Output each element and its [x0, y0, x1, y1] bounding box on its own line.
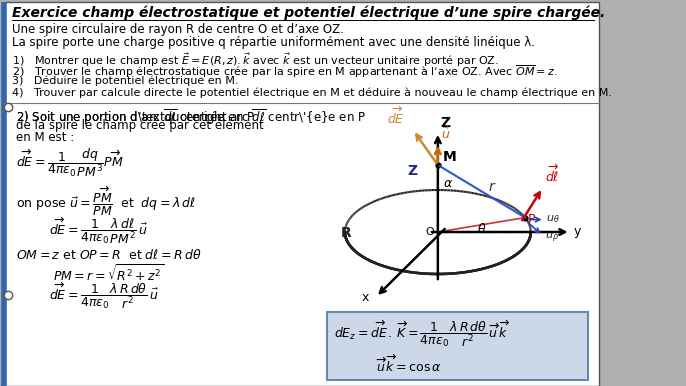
Text: $\vec{u}$: $\vec{u}$	[441, 127, 451, 142]
Text: en M est :: en M est :	[16, 131, 74, 144]
Text: on pose $\vec{u} = \dfrac{\overrightarrow{PM}}{PM}$  et  $dq = \lambda\, d\ell$: on pose $\vec{u} = \dfrac{\overrightarro…	[16, 185, 196, 218]
FancyBboxPatch shape	[3, 2, 599, 386]
Text: 2) Soit une portion d’arc $\overline{d\ell}$ centrée en P: 2) Soit une portion d’arc $\overline{d\e…	[16, 107, 255, 127]
Text: 4)   Trouver par calcule directe le potentiel électrique en M et déduire à nouve: 4) Trouver par calcule directe le potent…	[12, 87, 613, 98]
Text: $\overrightarrow{dE} = \dfrac{1}{4\pi\varepsilon_0} \dfrac{\lambda\, R\, d\theta: $\overrightarrow{dE} = \dfrac{1}{4\pi\va…	[49, 280, 158, 311]
Text: 2) Soit une portion d\textquoteright arc $\overline{d\ell}$ centr\'{e}e en P: 2) Soit une portion d\textquoteright arc…	[16, 107, 366, 127]
Text: y: y	[573, 225, 580, 239]
Text: $\alpha$: $\alpha$	[443, 177, 453, 190]
Text: $\theta$: $\theta$	[477, 222, 486, 236]
Text: $\overrightarrow{d\ell}$: $\overrightarrow{d\ell}$	[545, 164, 559, 185]
Text: 2)   Trouver le champ électrostatique crée par la spire en M appartenant à l’axe: 2) Trouver le champ électrostatique crée…	[12, 63, 558, 80]
Text: $dE_z = \overrightarrow{dE}\,.\,\overrightarrow{K} = \dfrac{1}{4\pi\varepsilon_0: $dE_z = \overrightarrow{dE}\,.\,\overrig…	[334, 318, 510, 349]
Text: $u_\rho$: $u_\rho$	[545, 231, 558, 245]
Text: Z: Z	[407, 164, 417, 178]
Text: $u_\theta$: $u_\theta$	[546, 214, 560, 225]
Text: 1)   Montrer que le champ est $\vec{E} = E(R,z).\vec{k}$ avec $\vec{k}$ est un v: 1) Montrer que le champ est $\vec{E} = E…	[12, 51, 499, 69]
Text: R: R	[340, 226, 351, 240]
Text: P: P	[528, 213, 535, 225]
Text: x: x	[362, 291, 369, 304]
Text: de la spire le champ crée par cet élément: de la spire le champ crée par cet élémen…	[16, 119, 263, 132]
Text: r: r	[488, 180, 495, 194]
Text: M: M	[443, 150, 457, 164]
Text: $OM = z$ et $OP = R$  et $d\ell = R\, d\theta$: $OM = z$ et $OP = R$ et $d\ell = R\, d\t…	[16, 248, 202, 262]
FancyBboxPatch shape	[327, 312, 588, 380]
Text: O: O	[425, 227, 434, 237]
Text: 3)   Déduire le potentiel électrique en M.: 3) Déduire le potentiel électrique en M.	[12, 75, 239, 86]
Text: $PM = r = \sqrt{R^2 + z^2}$: $PM = r = \sqrt{R^2 + z^2}$	[53, 264, 164, 285]
Text: Une spire circulaire de rayon R de centre O et d’axe OZ.: Une spire circulaire de rayon R de centr…	[12, 23, 344, 36]
Text: $\overrightarrow{dE} = \dfrac{1}{4\pi\varepsilon_0} \dfrac{dq}{PM^3} \overrighta: $\overrightarrow{dE} = \dfrac{1}{4\pi\va…	[16, 147, 123, 179]
Text: Z: Z	[440, 116, 451, 130]
Text: $\overrightarrow{dE} = \dfrac{1}{4\pi\varepsilon_0} \dfrac{\lambda\, d\ell}{PM^2: $\overrightarrow{dE} = \dfrac{1}{4\pi\va…	[49, 215, 147, 245]
Text: Exercice champ électrostatique et potentiel électrique d’une spire chargée.: Exercice champ électrostatique et potent…	[12, 5, 606, 20]
Text: $\overrightarrow{u}\,\overrightarrow{k} = \cos\alpha$: $\overrightarrow{u}\,\overrightarrow{k} …	[376, 354, 442, 375]
Text: La spire porte une charge positive q répartie uniformément avec une densité liné: La spire porte une charge positive q rép…	[12, 36, 535, 49]
Text: $\overrightarrow{dE}$: $\overrightarrow{dE}$	[386, 106, 404, 127]
